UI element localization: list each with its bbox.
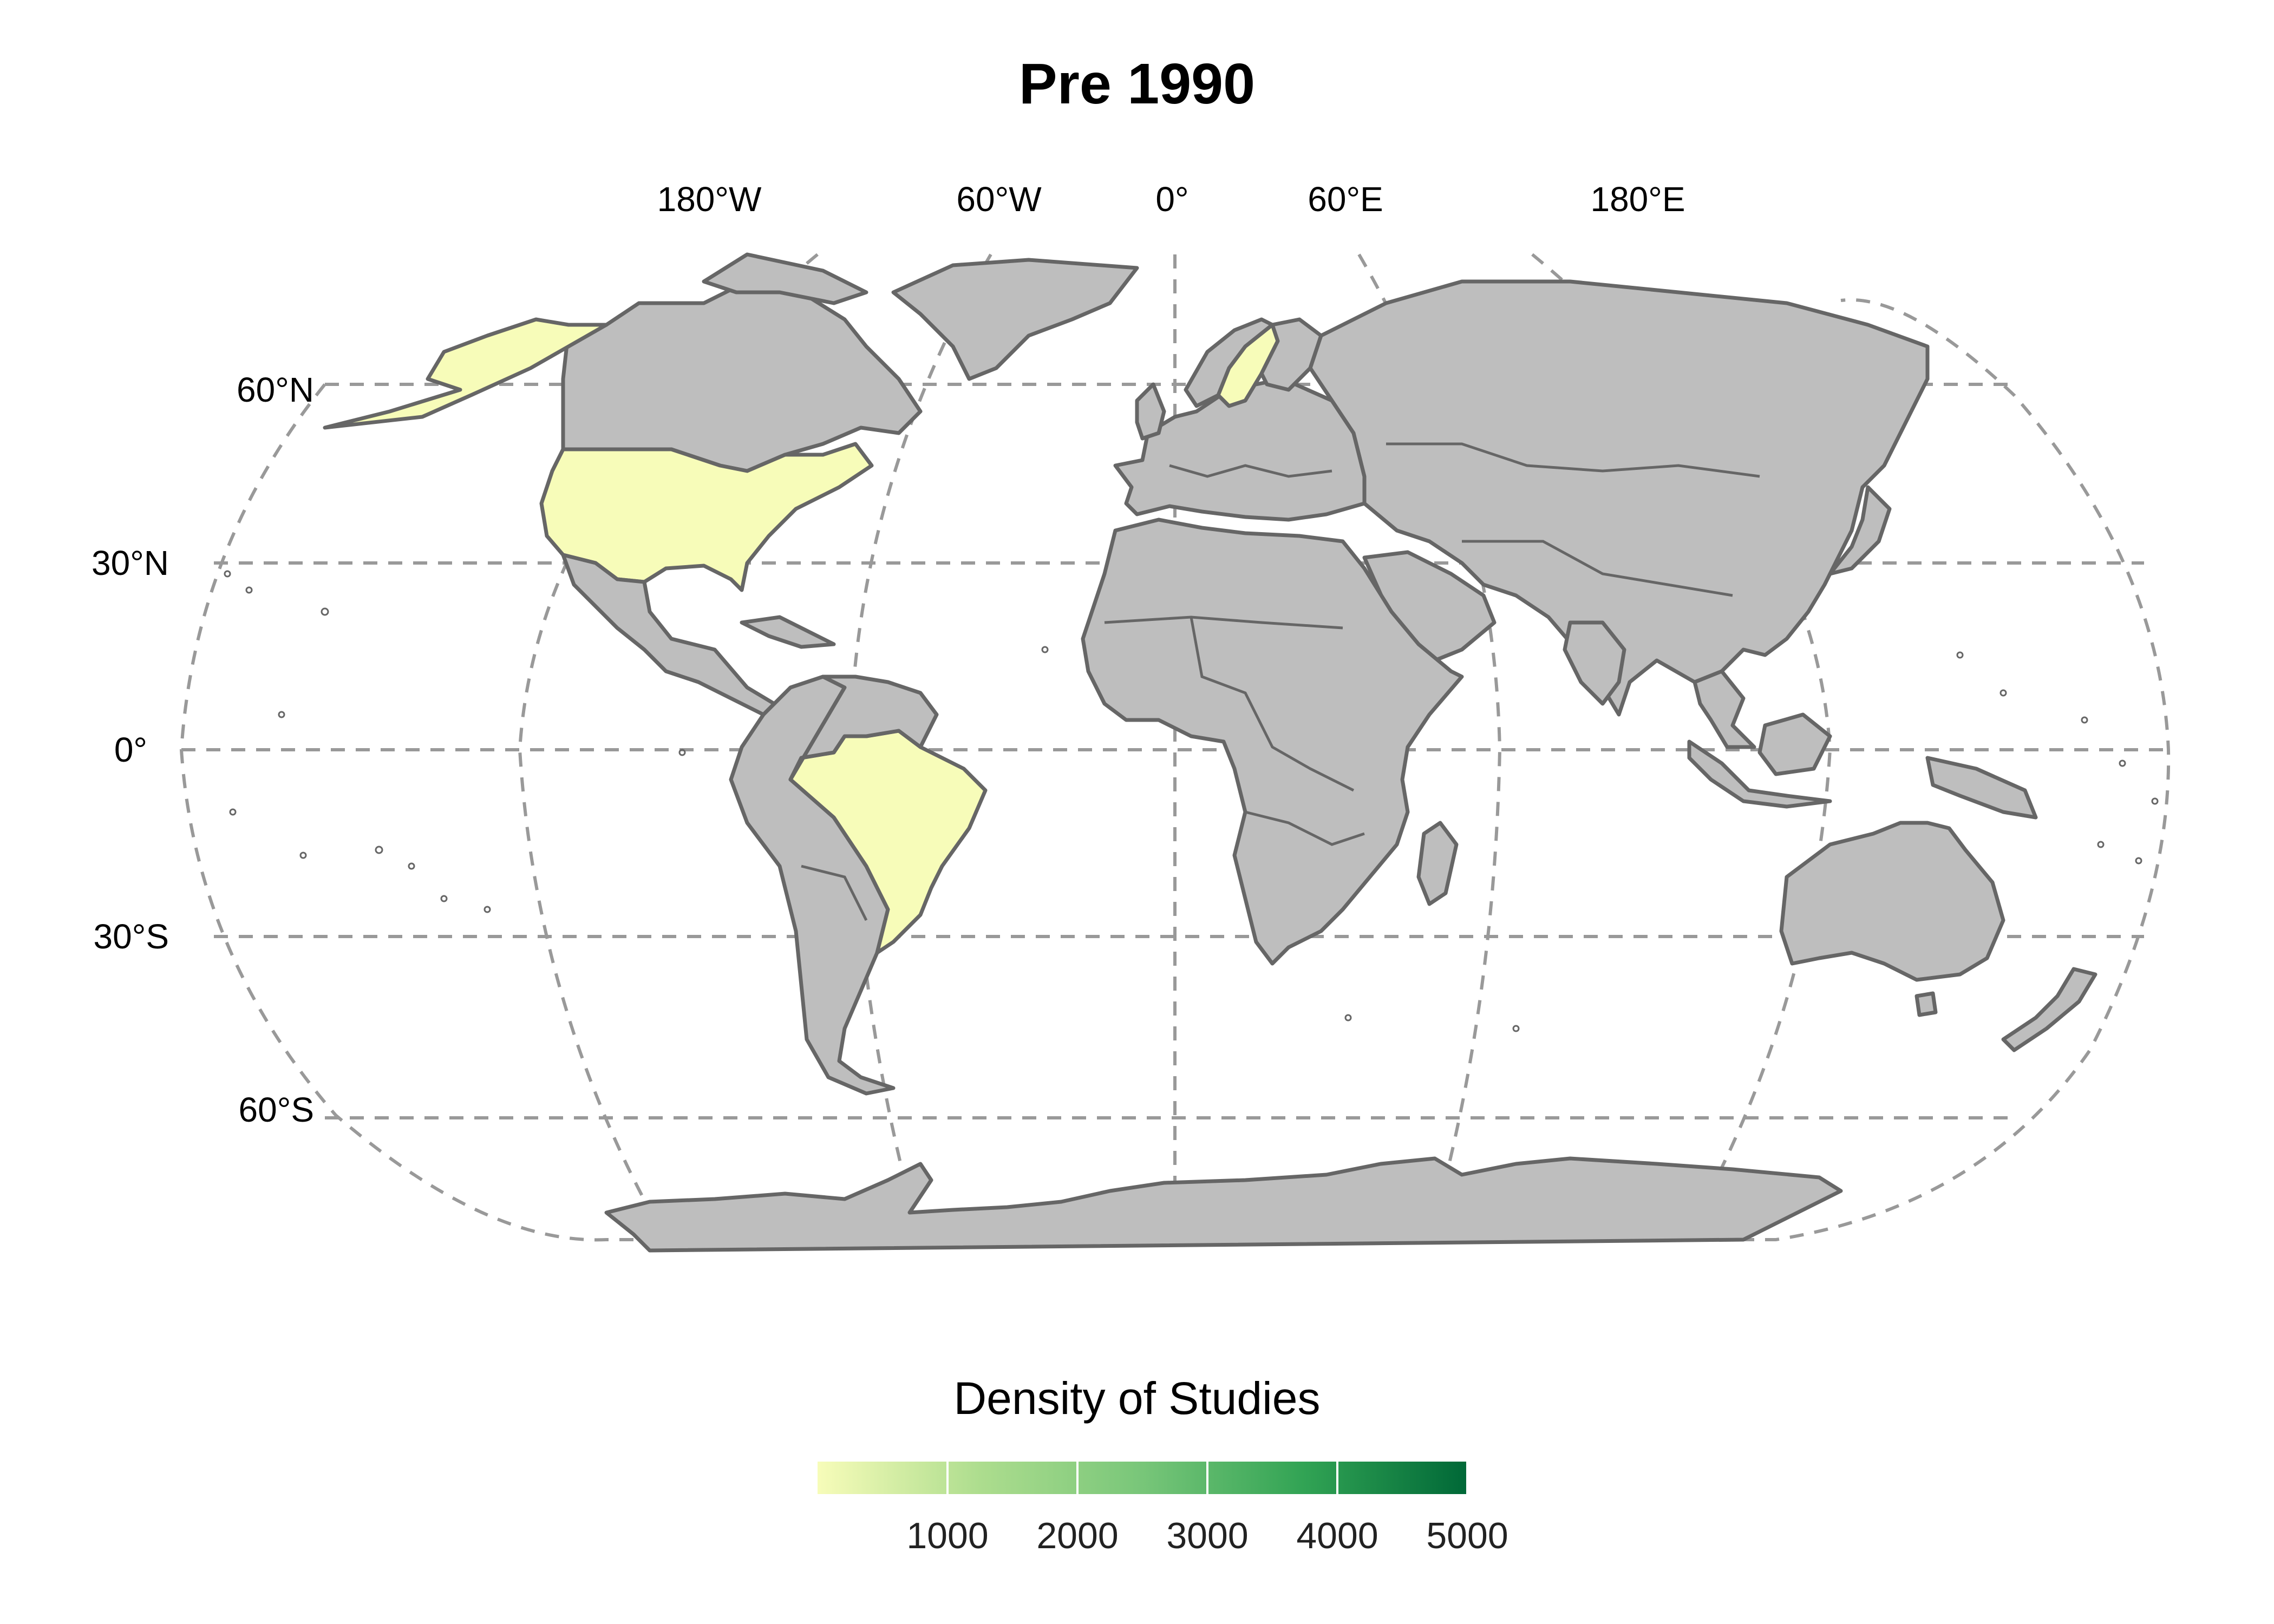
island-dot (224, 570, 231, 578)
meridian-60e (1357, 253, 1502, 1240)
lat-label-30n: 30°N (92, 543, 169, 582)
lat-label-30s: 30°S (94, 917, 169, 956)
island-dot (1041, 646, 1049, 653)
island-dot (483, 906, 491, 913)
island-indonesia-sumatra-java (1687, 739, 1832, 809)
country-russia-asia (1308, 279, 1930, 717)
lon-label-180e: 180°E (1590, 180, 1685, 219)
island-dot (1344, 1014, 1352, 1021)
legend-colorbar: 1000 2000 3000 4000 5000 (818, 1462, 1508, 1556)
island-dot (440, 895, 448, 902)
island-greenland (891, 258, 1139, 381)
lon-label-60w: 60°W (956, 180, 1042, 219)
latitude-labels: 60°N 30°N 0° 30°S 60°S (92, 370, 314, 1129)
island-dot (2097, 841, 2105, 848)
island-dot (1956, 651, 1964, 659)
continent-antarctica (604, 1156, 1843, 1253)
island-dot (278, 711, 285, 718)
country-africa (1081, 518, 1464, 966)
island-caribbean (740, 615, 836, 649)
border-asia-south (1462, 540, 1733, 597)
map-outline (179, 298, 2171, 1242)
border-africa-north (1104, 615, 1343, 630)
island-dot (1999, 689, 2007, 697)
border-africa-central (1190, 617, 1355, 792)
legend-tick-label: 2000 (1036, 1515, 1118, 1556)
island-dot (678, 749, 686, 756)
country-alaska (323, 317, 609, 430)
island-new-zealand (2001, 967, 2097, 1052)
small-islands (224, 570, 2159, 1032)
lat-label-60s: 60°S (239, 1090, 314, 1129)
legend-tick-label: 1000 (906, 1515, 988, 1556)
island-dot (2151, 797, 2159, 805)
border-africa-south (1245, 810, 1365, 846)
island-tasmania (1914, 991, 1938, 1017)
island-dot (2119, 759, 2126, 767)
island-canadian-arctic (702, 252, 868, 305)
border-south-america (801, 865, 868, 921)
legend-title: Density of Studies (953, 1373, 1321, 1424)
map-title: Pre 1990 (1018, 52, 1256, 116)
country-australia (1779, 821, 2005, 982)
island-dot (299, 852, 307, 859)
legend-tick-label: 3000 (1166, 1515, 1248, 1556)
island-dot (1512, 1025, 1520, 1032)
border-europe (1169, 464, 1332, 478)
island-dot (245, 586, 253, 594)
island-great-britain (1135, 382, 1166, 441)
island-dot (2081, 716, 2088, 724)
legend-gradient-bar (818, 1462, 1467, 1494)
island-new-guinea (1925, 756, 2038, 820)
country-united-states (539, 442, 874, 592)
island-dot (321, 607, 329, 616)
island-dot (2135, 857, 2142, 865)
island-indonesia-borneo (1757, 712, 1832, 776)
island-dot (229, 808, 237, 816)
island-madagascar (1416, 821, 1459, 906)
lat-label-60n: 60°N (237, 370, 314, 409)
lon-label-0: 0° (1155, 180, 1188, 219)
longitude-labels: 180°W 60°W 0° 60°E 180°E (657, 180, 1685, 219)
country-southeast-asia (1693, 669, 1756, 749)
legend-tick-label: 5000 (1426, 1515, 1508, 1556)
land-masses (323, 252, 2097, 1253)
legend-ticks: 1000 2000 3000 4000 5000 (906, 1462, 1508, 1556)
country-borders (801, 442, 1760, 921)
country-india (1563, 620, 1626, 706)
lon-label-60e: 60°E (1308, 180, 1383, 219)
country-finland-scandinavia-east (1259, 317, 1323, 392)
island-dot (408, 862, 415, 870)
lat-label-0: 0° (114, 730, 147, 769)
lon-label-180w: 180°W (657, 180, 762, 219)
island-dot (375, 846, 383, 854)
country-canada (561, 279, 923, 473)
border-asia-central (1386, 442, 1760, 478)
legend-tick-label: 4000 (1296, 1515, 1378, 1556)
island-japan (1828, 485, 1892, 576)
country-venezuela-guianas (788, 675, 939, 782)
